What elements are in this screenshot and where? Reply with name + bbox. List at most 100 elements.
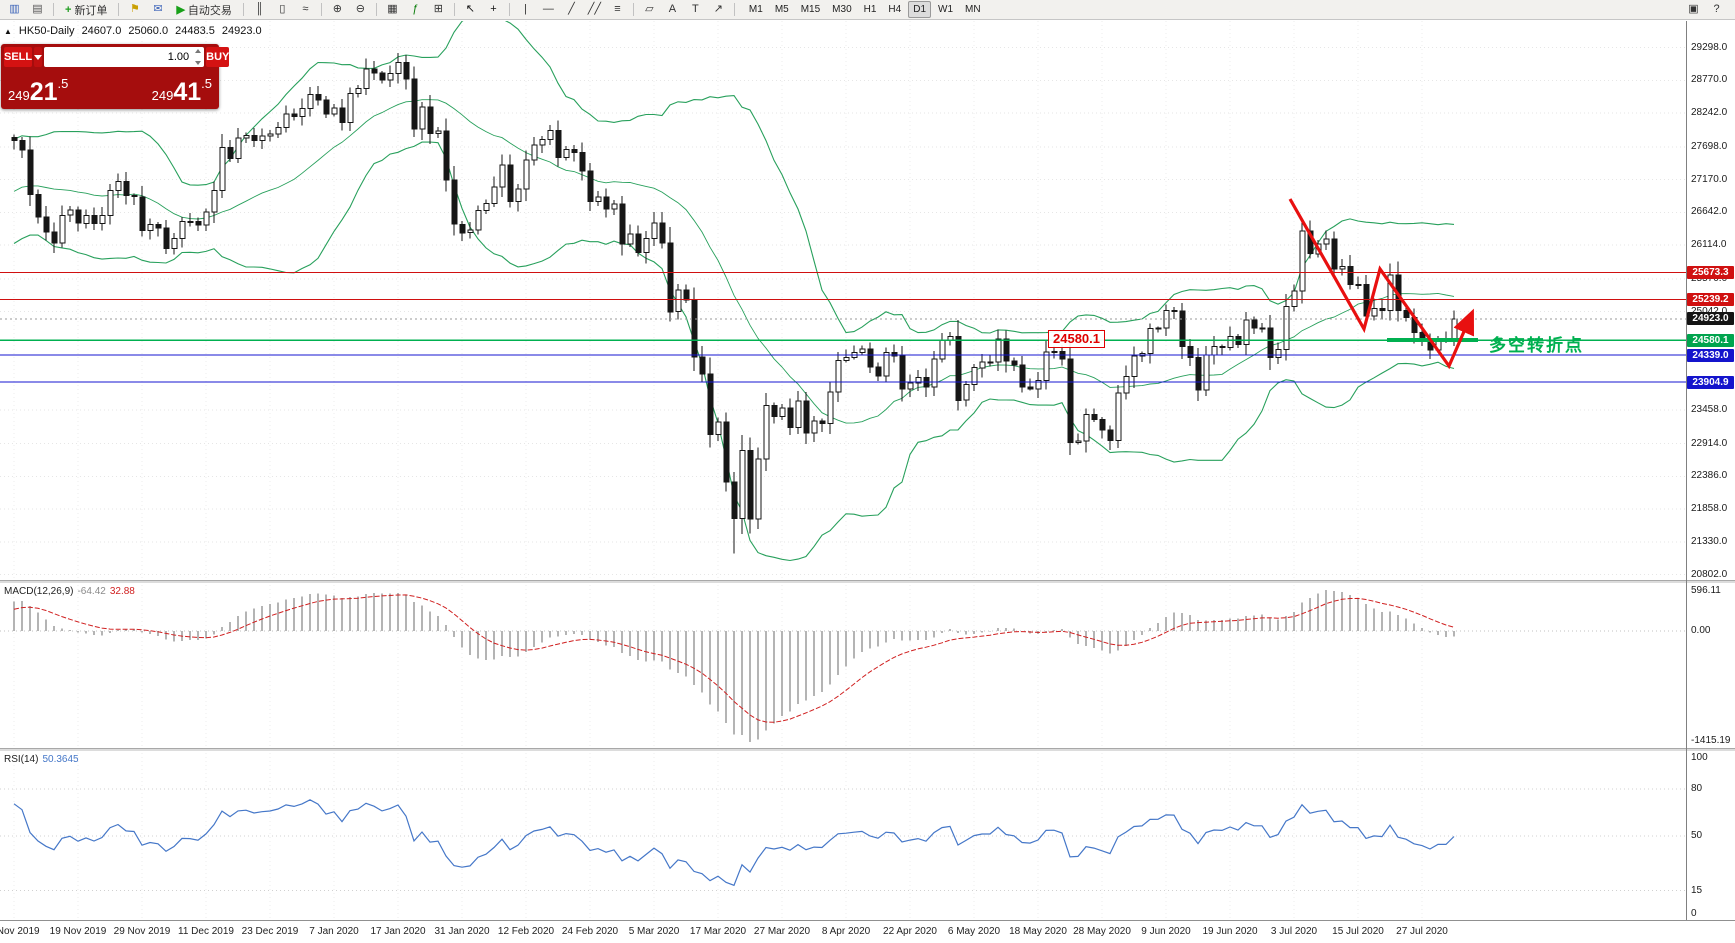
price-axis-label: 23458.0	[1691, 404, 1728, 415]
ohlc-close: 24923.0	[221, 25, 262, 37]
toolbar-separator	[118, 3, 120, 16]
tile-windows-icon[interactable]: ▦	[387, 3, 398, 15]
date-axis-label: 31 Jan 2020	[434, 926, 490, 937]
indicators-icon[interactable]: ƒ	[412, 3, 419, 15]
volume-dropdown-button[interactable]	[34, 47, 43, 67]
macd-axis-max: 596.11	[1691, 585, 1721, 596]
rsi-axis-label: 0	[1691, 908, 1697, 919]
shapes-icon[interactable]: ▱	[645, 3, 654, 15]
candlestick-type-icon[interactable]: ▯	[279, 3, 286, 15]
date-axis-label: 3 Jul 2020	[1270, 926, 1318, 937]
price-badge: 24580.1	[1687, 334, 1734, 347]
date-axis-label: 24 Feb 2020	[561, 926, 619, 937]
date-axis-label: 27 Jul 2020	[1396, 926, 1448, 937]
trendline-icon[interactable]: ╱	[568, 3, 575, 15]
volume-input[interactable]	[45, 50, 193, 64]
date-axis-label: 15 Jul 2020	[1332, 926, 1384, 937]
help-icon[interactable]: ?	[1713, 3, 1720, 15]
line-chart-type-icon[interactable]: ≈	[302, 3, 309, 15]
sell-button[interactable]: SELL	[4, 47, 33, 67]
price-axis-label: 26642.0	[1691, 206, 1728, 217]
price-axis-label: 26114.0	[1691, 239, 1727, 250]
toolbar: ▥ ▤ + 新订单 ⚑ ✉ ▶ 自动交易 ║ ▯ ≈ ⊕ ⊖ ▦ ƒ ⊞ ↖ + | ― ╱ ╱╱ ≡ ▱ A T ↗ M1 M5 M15…	[0, 0, 1735, 20]
cursor-icon[interactable]: ↖	[465, 3, 476, 15]
zoom-out-icon[interactable]: ⊖	[355, 3, 366, 15]
timeframe-D1[interactable]: D1	[908, 1, 932, 18]
date-axis-label: 19 Nov 2019	[49, 926, 107, 937]
channel-icon[interactable]: ╱╱	[587, 3, 602, 15]
ohlc-open: 24607.0	[81, 25, 122, 37]
timeframe-M30[interactable]: M30	[832, 4, 852, 15]
timeframe-W1[interactable]: W1	[938, 4, 954, 15]
price-badge: 25673.3	[1687, 266, 1734, 279]
timeframe-group: M1 M5 M15 M30 H1 H4 D1 W1 MN	[743, 1, 987, 18]
rsi-axis-label: 80	[1691, 783, 1703, 794]
spin-up-icon	[194, 49, 201, 53]
macd-axis-zero: 0.00	[1691, 625, 1711, 636]
autotrading-button[interactable]: ▶ 自动交易	[170, 0, 237, 19]
date-axis-label: 29 Nov 2019	[113, 926, 171, 937]
ohlc-info-line: ▲ HK50-Daily 24607.0 25060.0 24483.5 249…	[4, 25, 262, 37]
zoom-in-icon[interactable]: ⊕	[332, 3, 343, 15]
autotrading-icon: ▶	[176, 4, 185, 16]
timeframe-M1[interactable]: M1	[748, 4, 763, 15]
crosshair-icon[interactable]: +	[490, 3, 497, 15]
date-axis-label: 18 May 2020	[1009, 926, 1067, 937]
date-axis-label: 5 Mar 2020	[628, 926, 680, 937]
price-axis-label: 28242.0	[1691, 107, 1728, 118]
timeframe-M15[interactable]: M15	[800, 4, 821, 15]
buy-price: 24941.5	[151, 76, 212, 106]
autotrading-button-label: 自动交易	[187, 4, 232, 17]
horizontal-line-icon[interactable]: ―	[542, 3, 554, 15]
one-click-trading-widget: SELL BUY 24921.5 24941.5	[1, 44, 230, 109]
date-axis-label: 17 Mar 2020	[689, 926, 747, 937]
volume-box	[44, 47, 205, 67]
new-order-button[interactable]: + 新订单	[59, 0, 113, 19]
chart-profiles-icon[interactable]: ▤	[32, 3, 43, 15]
date-axis-label: 11 Dec 2019	[178, 926, 234, 937]
price-level-label[interactable]: 24580.1	[1048, 330, 1105, 348]
label-icon[interactable]: T	[692, 3, 699, 15]
price-axis-label: 22386.0	[1691, 470, 1728, 481]
date-axis-label: 19 Jun 2020	[1202, 926, 1258, 937]
alerts-icon[interactable]: ⚑	[130, 3, 140, 15]
text-icon[interactable]: A	[668, 3, 677, 15]
arrow-tools-icon[interactable]: ↗	[713, 3, 724, 15]
toolbar-separator	[453, 3, 455, 16]
price-axis-label: 29298.0	[1691, 42, 1728, 53]
mailbox-icon[interactable]: ✉	[153, 3, 163, 15]
rsi-axis-label: 100	[1691, 752, 1708, 763]
date-axis-label: 7 Nov 2019	[0, 926, 40, 937]
timeframe-M5[interactable]: M5	[774, 4, 789, 15]
date-axis-label: 7 Jan 2020	[309, 926, 359, 937]
date-axis-label: 17 Jan 2020	[370, 926, 426, 937]
price-badge: 24923.0	[1687, 312, 1734, 325]
turning-point-annotation[interactable]: 多空转折点	[1489, 336, 1584, 355]
volume-stepper[interactable]	[192, 47, 203, 67]
timeframe-H4[interactable]: H4	[888, 4, 902, 15]
rsi-indicator-label: RSI(14) 50.3645	[4, 754, 79, 765]
timeframe-H1[interactable]: H1	[863, 4, 877, 15]
date-axis-label: 27 Mar 2020	[753, 926, 811, 937]
window-layout-icon[interactable]: ▣	[1688, 3, 1699, 15]
timeframe-MN[interactable]: MN	[965, 4, 981, 15]
new-chart-icon[interactable]: ▥	[9, 3, 20, 15]
toolbar-separator	[508, 3, 510, 16]
toolbar-separator	[632, 3, 634, 16]
price-axis-label: 21858.0	[1691, 503, 1728, 514]
objects-list-icon[interactable]: ⊞	[433, 3, 444, 15]
date-axis-label: 22 Apr 2020	[883, 926, 937, 937]
buy-button[interactable]: BUY	[206, 47, 230, 67]
date-axis-label: 28 May 2020	[1073, 926, 1131, 937]
sell-price: 24921.5	[8, 76, 69, 106]
vertical-line-icon[interactable]: |	[523, 3, 527, 15]
price-axis-label: 27170.0	[1691, 174, 1728, 185]
price-axis-label: 25042.0	[1691, 306, 1727, 317]
chevron-down-icon	[34, 54, 43, 60]
symbol-marker-icon: ▲	[4, 26, 12, 36]
spin-down-icon	[194, 61, 201, 65]
bar-chart-type-icon[interactable]: ║	[255, 3, 264, 15]
fibonacci-icon[interactable]: ≡	[614, 3, 621, 15]
